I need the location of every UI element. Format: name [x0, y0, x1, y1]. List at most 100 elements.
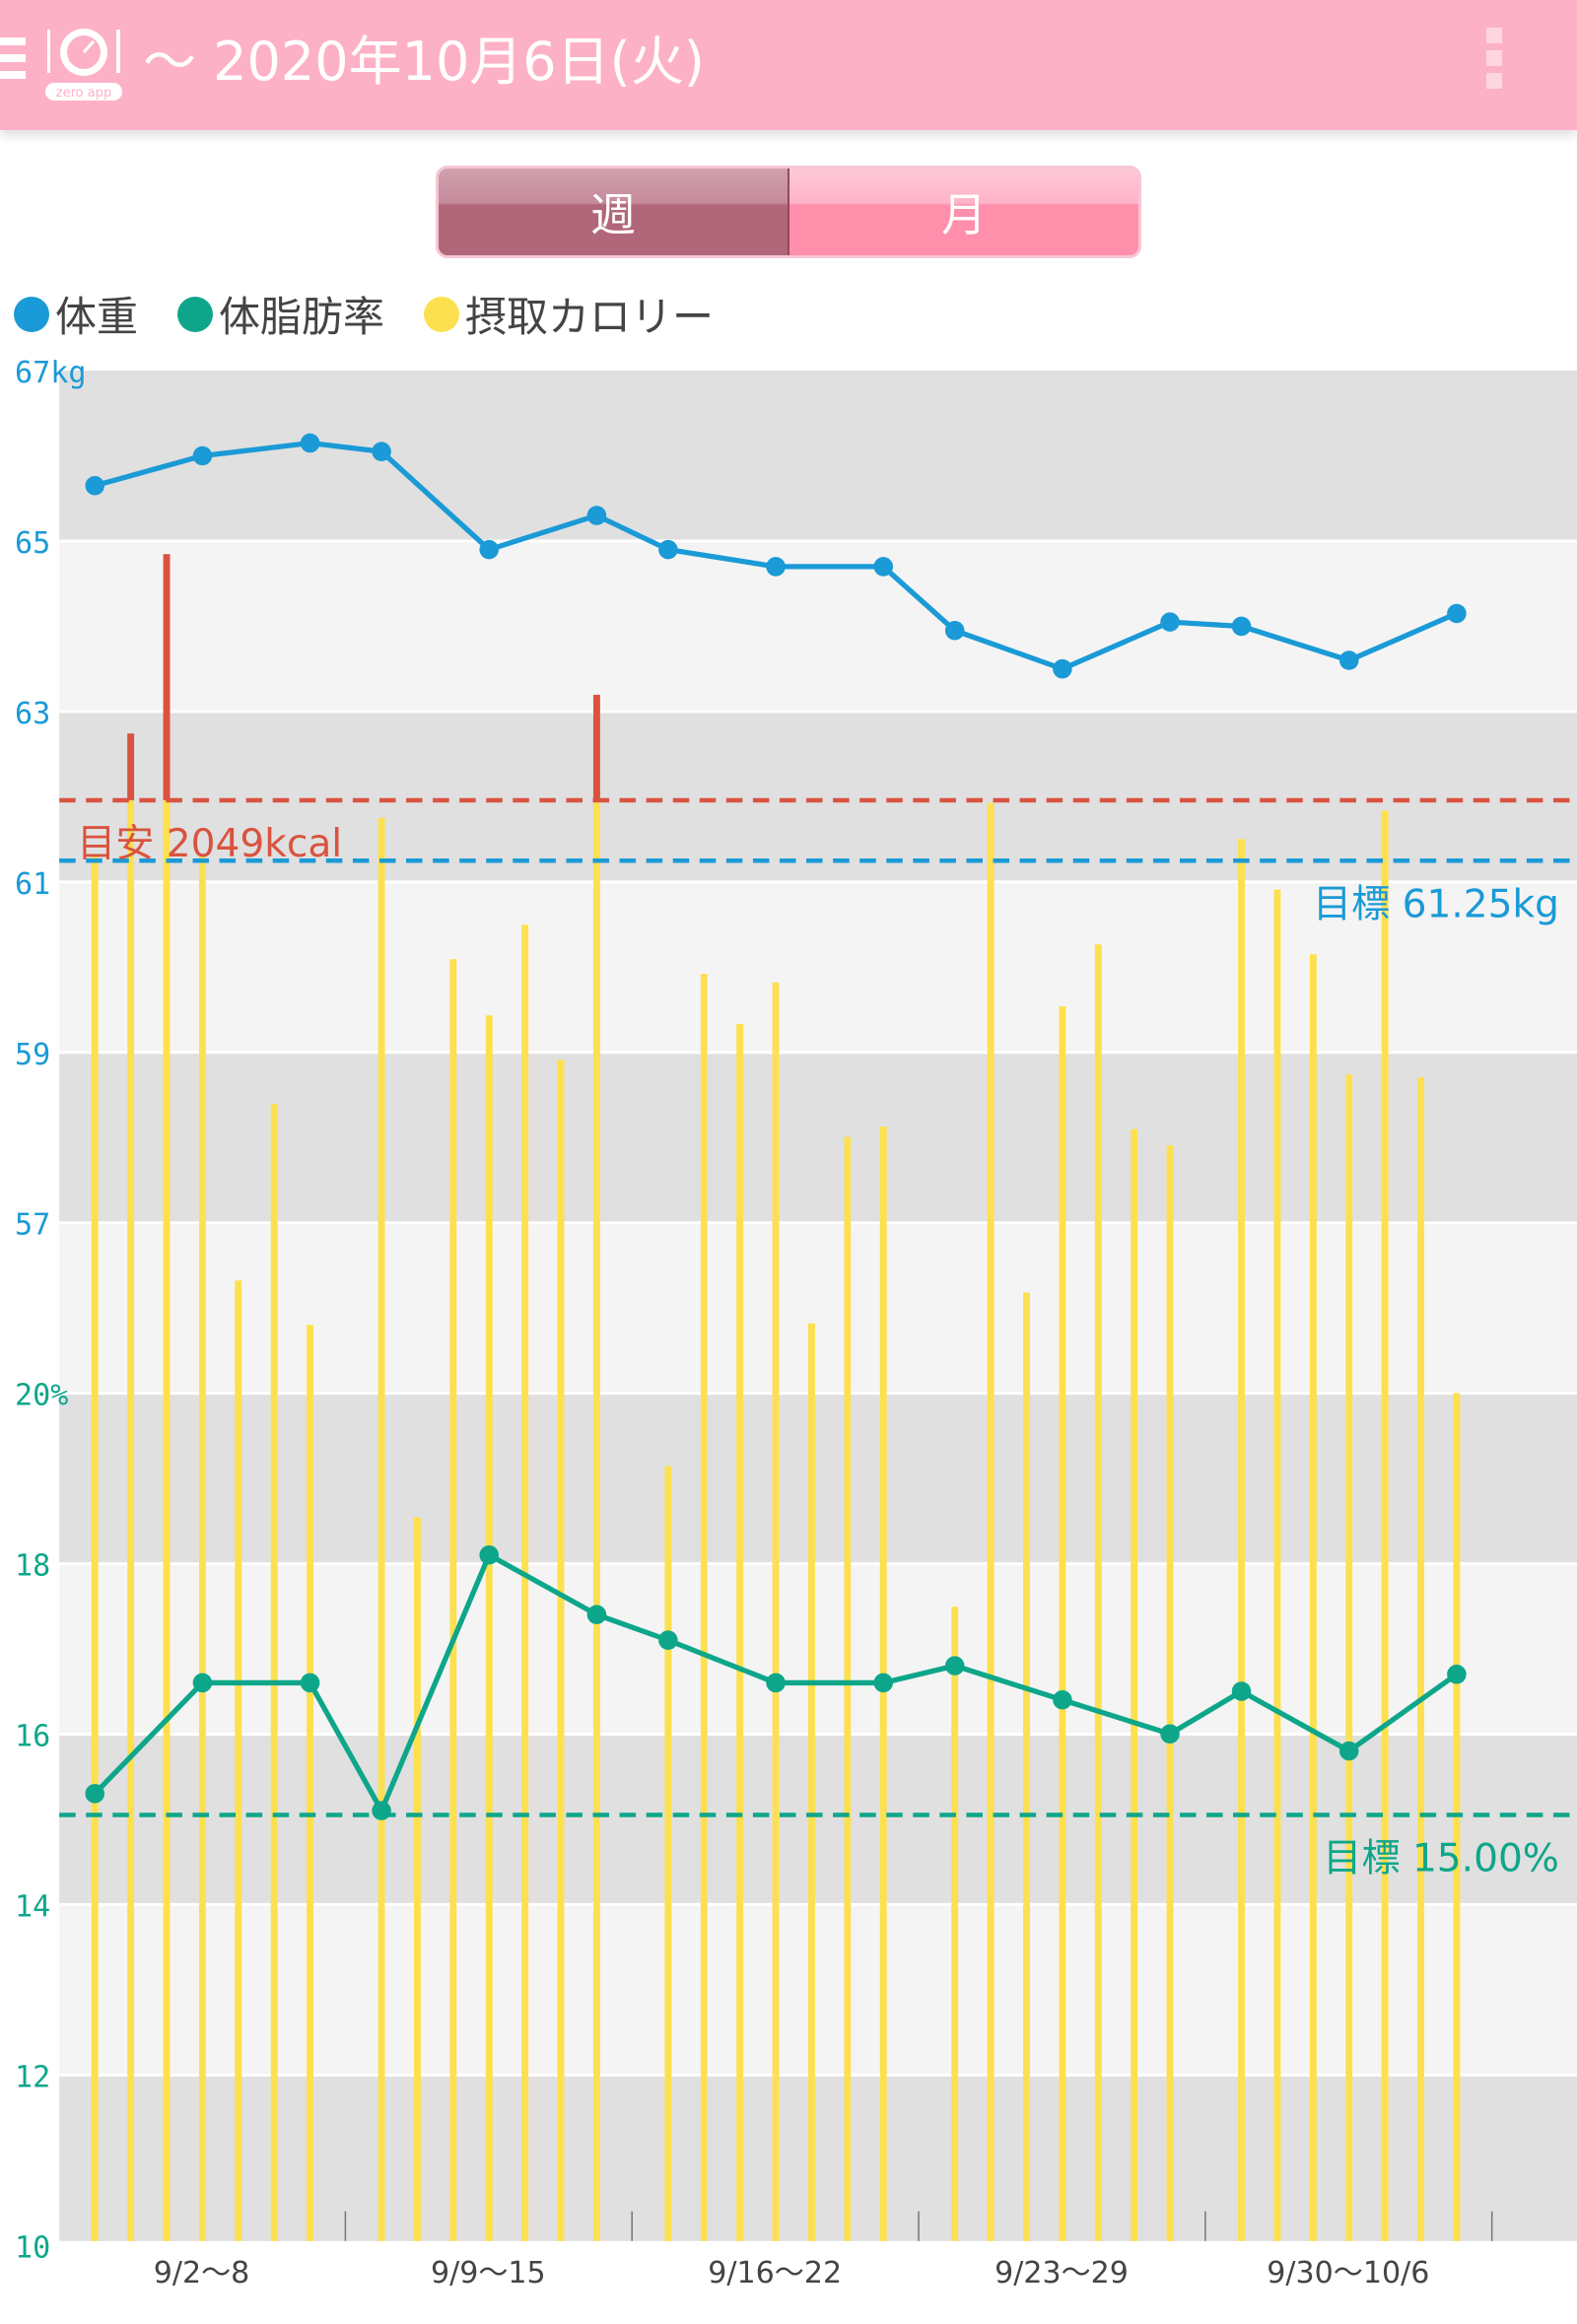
weight-point — [1447, 603, 1467, 624]
body-fat-point — [85, 1784, 105, 1804]
body-fat-point — [192, 1673, 213, 1693]
body-fat-point — [944, 1656, 965, 1675]
calorie-bar — [485, 1015, 493, 2241]
grid-band — [59, 371, 1577, 541]
body-fat-point — [372, 1801, 391, 1820]
x-axis-label: 9/23〜29 — [994, 2256, 1129, 2290]
grid-band — [59, 711, 1577, 882]
calorie-bar — [808, 1323, 815, 2241]
legend-label: 体脂肪率 — [219, 293, 385, 341]
weight-point — [85, 475, 105, 496]
body-fat-point — [873, 1673, 894, 1693]
more-options-icon[interactable] — [1486, 28, 1502, 96]
body-fat-point — [658, 1630, 678, 1650]
fat-axis-tick: 14 — [15, 1889, 50, 1924]
weight-point — [300, 433, 320, 453]
calorie-bar — [198, 856, 206, 2241]
tab-week[interactable]: 週 — [439, 169, 789, 255]
weight-axis-tick: 65 — [15, 526, 50, 561]
calorie-bar — [1273, 889, 1281, 2241]
weight-point — [1231, 616, 1252, 637]
calorie-bar — [127, 799, 135, 2241]
app-header: zero app ～ 2020年10月6日(火) — [0, 0, 1577, 130]
calorie-bar — [987, 802, 994, 2241]
x-axis-label: 9/30〜10/6 — [1267, 2256, 1429, 2290]
fat-axis-tick: 18 — [15, 1549, 50, 1584]
weight-point — [766, 557, 786, 577]
weight-point — [192, 445, 213, 466]
calorie-bar — [1094, 944, 1102, 2241]
weight-axis-tick: 61 — [15, 867, 50, 902]
calorie-bar — [664, 1466, 672, 2241]
body-fat-point — [1160, 1724, 1180, 1744]
body-fat-point — [479, 1544, 500, 1565]
calories-dot-icon — [424, 296, 460, 332]
calorie-bar — [1166, 1145, 1174, 2241]
calorie-bar — [1059, 1005, 1066, 2241]
fat-target-label: 目標 15.00% — [1323, 1837, 1559, 1881]
body-fat-point — [1338, 1741, 1359, 1761]
weight-axis-tick: 63 — [15, 697, 50, 731]
fat-axis-tick: 16 — [15, 1720, 50, 1754]
tab-month[interactable]: 月 — [789, 169, 1138, 255]
weight-axis-tick: 57 — [15, 1208, 50, 1243]
weight-point — [372, 442, 391, 461]
weight-fat-calorie-chart: 目安 2049kcal 目標 61.25kg 目標 15.00% 67kg 65 6… — [15, 356, 1577, 2290]
chart-legend: 体重 体脂肪率 摂取カロリー — [14, 284, 753, 344]
weight-point — [586, 506, 607, 525]
body-fat-point — [766, 1673, 786, 1693]
legend-body-fat: 体脂肪率 — [177, 284, 384, 344]
weight-point — [658, 539, 678, 560]
calorie-bar — [1131, 1128, 1138, 2241]
menu-icon[interactable] — [0, 37, 26, 83]
body-fat-point — [300, 1673, 320, 1693]
zero-app-logo: zero app — [45, 29, 122, 101]
calorie-bar — [1345, 1074, 1353, 2241]
x-axis-label: 9/2〜8 — [154, 2256, 250, 2290]
calorie-bar — [1417, 1077, 1424, 2241]
body-fat-dot-icon — [177, 296, 214, 332]
weight-target-label: 目標 61.25kg — [1313, 882, 1559, 926]
weight-point — [873, 557, 894, 577]
calorie-bar — [557, 1059, 565, 2241]
calorie-bar — [449, 959, 457, 2241]
calorie-bar — [413, 1517, 421, 2241]
calorie-bar-over — [592, 694, 600, 800]
calorie-bar — [521, 924, 529, 2241]
calorie-bar — [736, 1023, 744, 2241]
weight-point — [479, 539, 500, 560]
grid-band — [59, 881, 1577, 1053]
calorie-bar — [1309, 954, 1317, 2241]
weight-point — [1160, 612, 1180, 632]
legend-weight: 体重 — [14, 284, 138, 344]
calorie-bar — [91, 856, 99, 2241]
calorie-bar — [772, 982, 780, 2241]
calorie-bar — [377, 817, 385, 2241]
legend-calories: 摂取カロリー — [424, 284, 714, 344]
calorie-bar — [1238, 839, 1246, 2241]
calorie-bar-over — [163, 554, 171, 800]
fat-axis-tick: 20% — [15, 1379, 68, 1413]
svg-text:zero app: zero app — [56, 86, 111, 101]
body-fat-point — [1447, 1665, 1467, 1684]
weight-axis-tick: 59 — [15, 1038, 50, 1072]
weight-dot-icon — [14, 296, 49, 332]
x-axis-label: 9/9〜15 — [431, 2256, 546, 2290]
calorie-bar — [844, 1136, 852, 2241]
calorie-bar — [235, 1280, 242, 2241]
legend-label: 摂取カロリー — [465, 293, 715, 341]
period-toggle: 週 月 — [436, 166, 1141, 258]
weight-point — [1053, 658, 1072, 679]
calorie-bar — [163, 799, 171, 2241]
weight-axis-tick: 67kg — [15, 356, 86, 390]
calorie-target-label: 目安 2049kcal — [77, 822, 342, 866]
fat-axis-tick: 10 — [15, 2230, 50, 2265]
date-title: ～ 2020年10月6日(火) — [143, 31, 705, 93]
grid-band — [59, 1052, 1577, 1223]
calorie-bar-over — [127, 733, 135, 800]
body-fat-point — [1053, 1689, 1072, 1710]
weight-point — [944, 620, 965, 641]
calorie-bar — [951, 1606, 959, 2241]
calorie-bar — [592, 799, 600, 2241]
x-axis-label: 9/16〜22 — [708, 2256, 842, 2290]
